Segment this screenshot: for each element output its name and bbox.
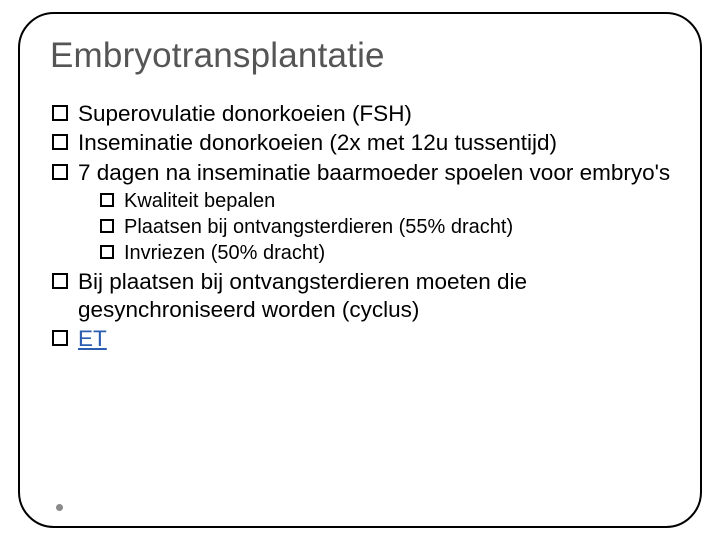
- slide-frame: Embryotransplantatie Superovulatie donor…: [18, 12, 702, 528]
- list-item-text: Plaatsen bij ontvangsterdieren (55% drac…: [124, 216, 513, 238]
- list-item-text: Bij plaatsen bij ontvangsterdieren moete…: [78, 269, 527, 321]
- list-item-text: Invriezen (50% dracht): [124, 242, 325, 264]
- list-item: 7 dagen na inseminatie baarmoeder spoele…: [52, 159, 678, 266]
- list-item: Kwaliteit bepalen: [100, 189, 678, 214]
- list-item: ET: [52, 325, 678, 352]
- list-item-text: Kwaliteit bepalen: [124, 190, 275, 212]
- list-item: Plaatsen bij ontvangsterdieren (55% drac…: [100, 215, 678, 240]
- footer-dot-icon: [56, 504, 63, 511]
- square-bullet-icon: [52, 164, 68, 180]
- square-bullet-icon: [52, 105, 68, 121]
- list-item: Inseminatie donorkoeien (2x met 12u tuss…: [52, 129, 678, 156]
- slide-title: Embryotransplantatie: [50, 36, 678, 76]
- list-item: Superovulatie donorkoeien (FSH): [52, 100, 678, 127]
- list-item-text: Superovulatie donorkoeien (FSH): [78, 101, 412, 126]
- square-bullet-icon: [100, 245, 114, 259]
- list-item-text: Inseminatie donorkoeien (2x met 12u tuss…: [78, 130, 557, 155]
- list-item: Invriezen (50% dracht): [100, 241, 678, 266]
- square-bullet-icon: [100, 219, 114, 233]
- list-item-link[interactable]: ET: [78, 326, 107, 351]
- list-item-text: 7 dagen na inseminatie baarmoeder spoele…: [78, 160, 670, 185]
- bullet-list-level1: Superovulatie donorkoeien (FSH) Insemina…: [50, 100, 678, 353]
- square-bullet-icon: [52, 134, 68, 150]
- square-bullet-icon: [100, 193, 114, 207]
- bullet-list-level2: Kwaliteit bepalen Plaatsen bij ontvangst…: [78, 189, 678, 266]
- square-bullet-icon: [52, 330, 68, 346]
- square-bullet-icon: [52, 273, 68, 289]
- list-item: Bij plaatsen bij ontvangsterdieren moete…: [52, 268, 678, 323]
